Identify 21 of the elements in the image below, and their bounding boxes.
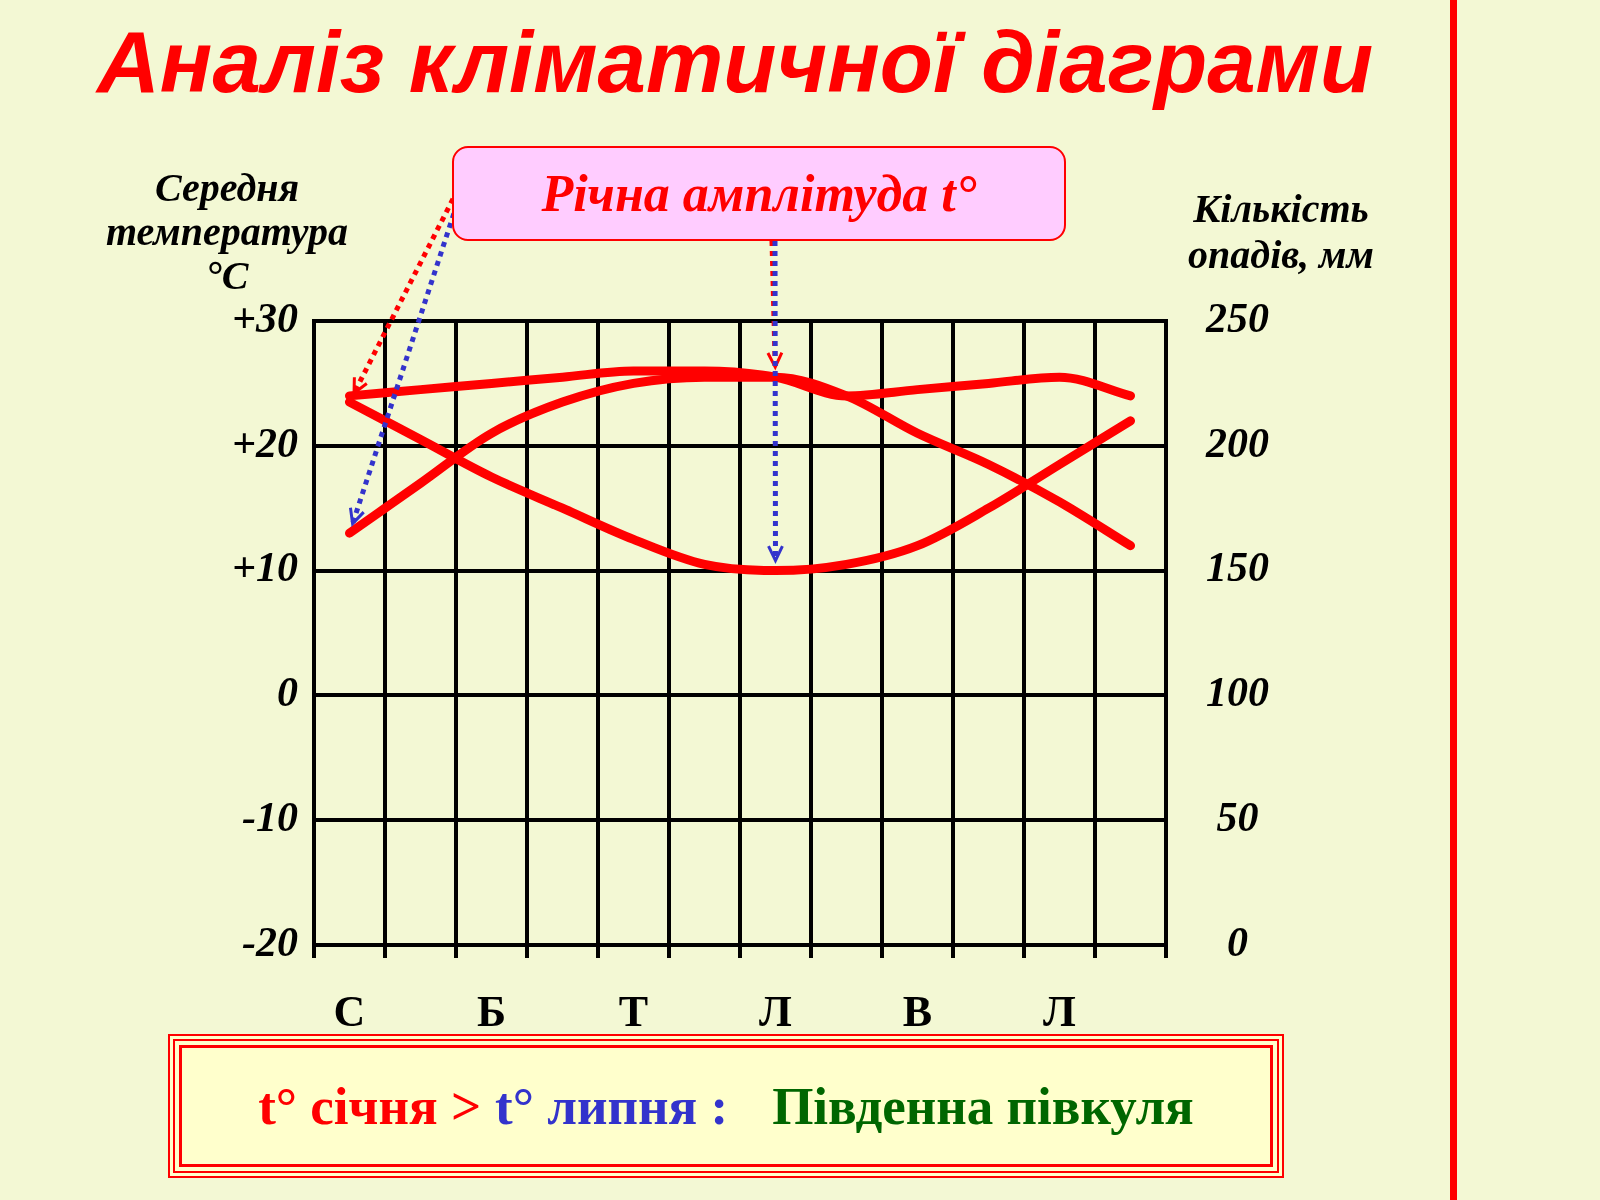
x-tick-label: С xyxy=(333,986,366,1036)
x-tick-label: В xyxy=(902,986,933,1036)
y2-tick-label: 250 xyxy=(1205,294,1269,341)
y-tick-label: -10 xyxy=(242,794,298,841)
y-tick-label: +20 xyxy=(232,419,298,466)
x-tick-label: Л xyxy=(759,986,793,1036)
x-tick-label: Т xyxy=(618,986,649,1036)
y2-tick-label: 150 xyxy=(1206,544,1269,591)
x-tick-label: Л xyxy=(1043,986,1077,1036)
y-tick-label: +10 xyxy=(232,544,298,591)
x-tick-label: Б xyxy=(476,986,507,1036)
y2-tick-label: 200 xyxy=(1205,419,1269,466)
y2-tick-label: 0 xyxy=(1227,918,1248,965)
y2-axis-title: Кількість опадів, мм xyxy=(1187,186,1375,278)
chart-title: Аналіз кліматичної діаграми xyxy=(97,13,1374,110)
y2-tick-label: 100 xyxy=(1206,669,1269,716)
note-box: t° січня > t° липня : Південна півкуля xyxy=(168,1034,1284,1178)
y2-tick-label: 50 xyxy=(1216,794,1259,841)
y-tick-label: -20 xyxy=(242,918,298,965)
y-tick-label: 0 xyxy=(277,669,298,716)
callout-box: Річна амплітуда t° xyxy=(452,146,1066,241)
